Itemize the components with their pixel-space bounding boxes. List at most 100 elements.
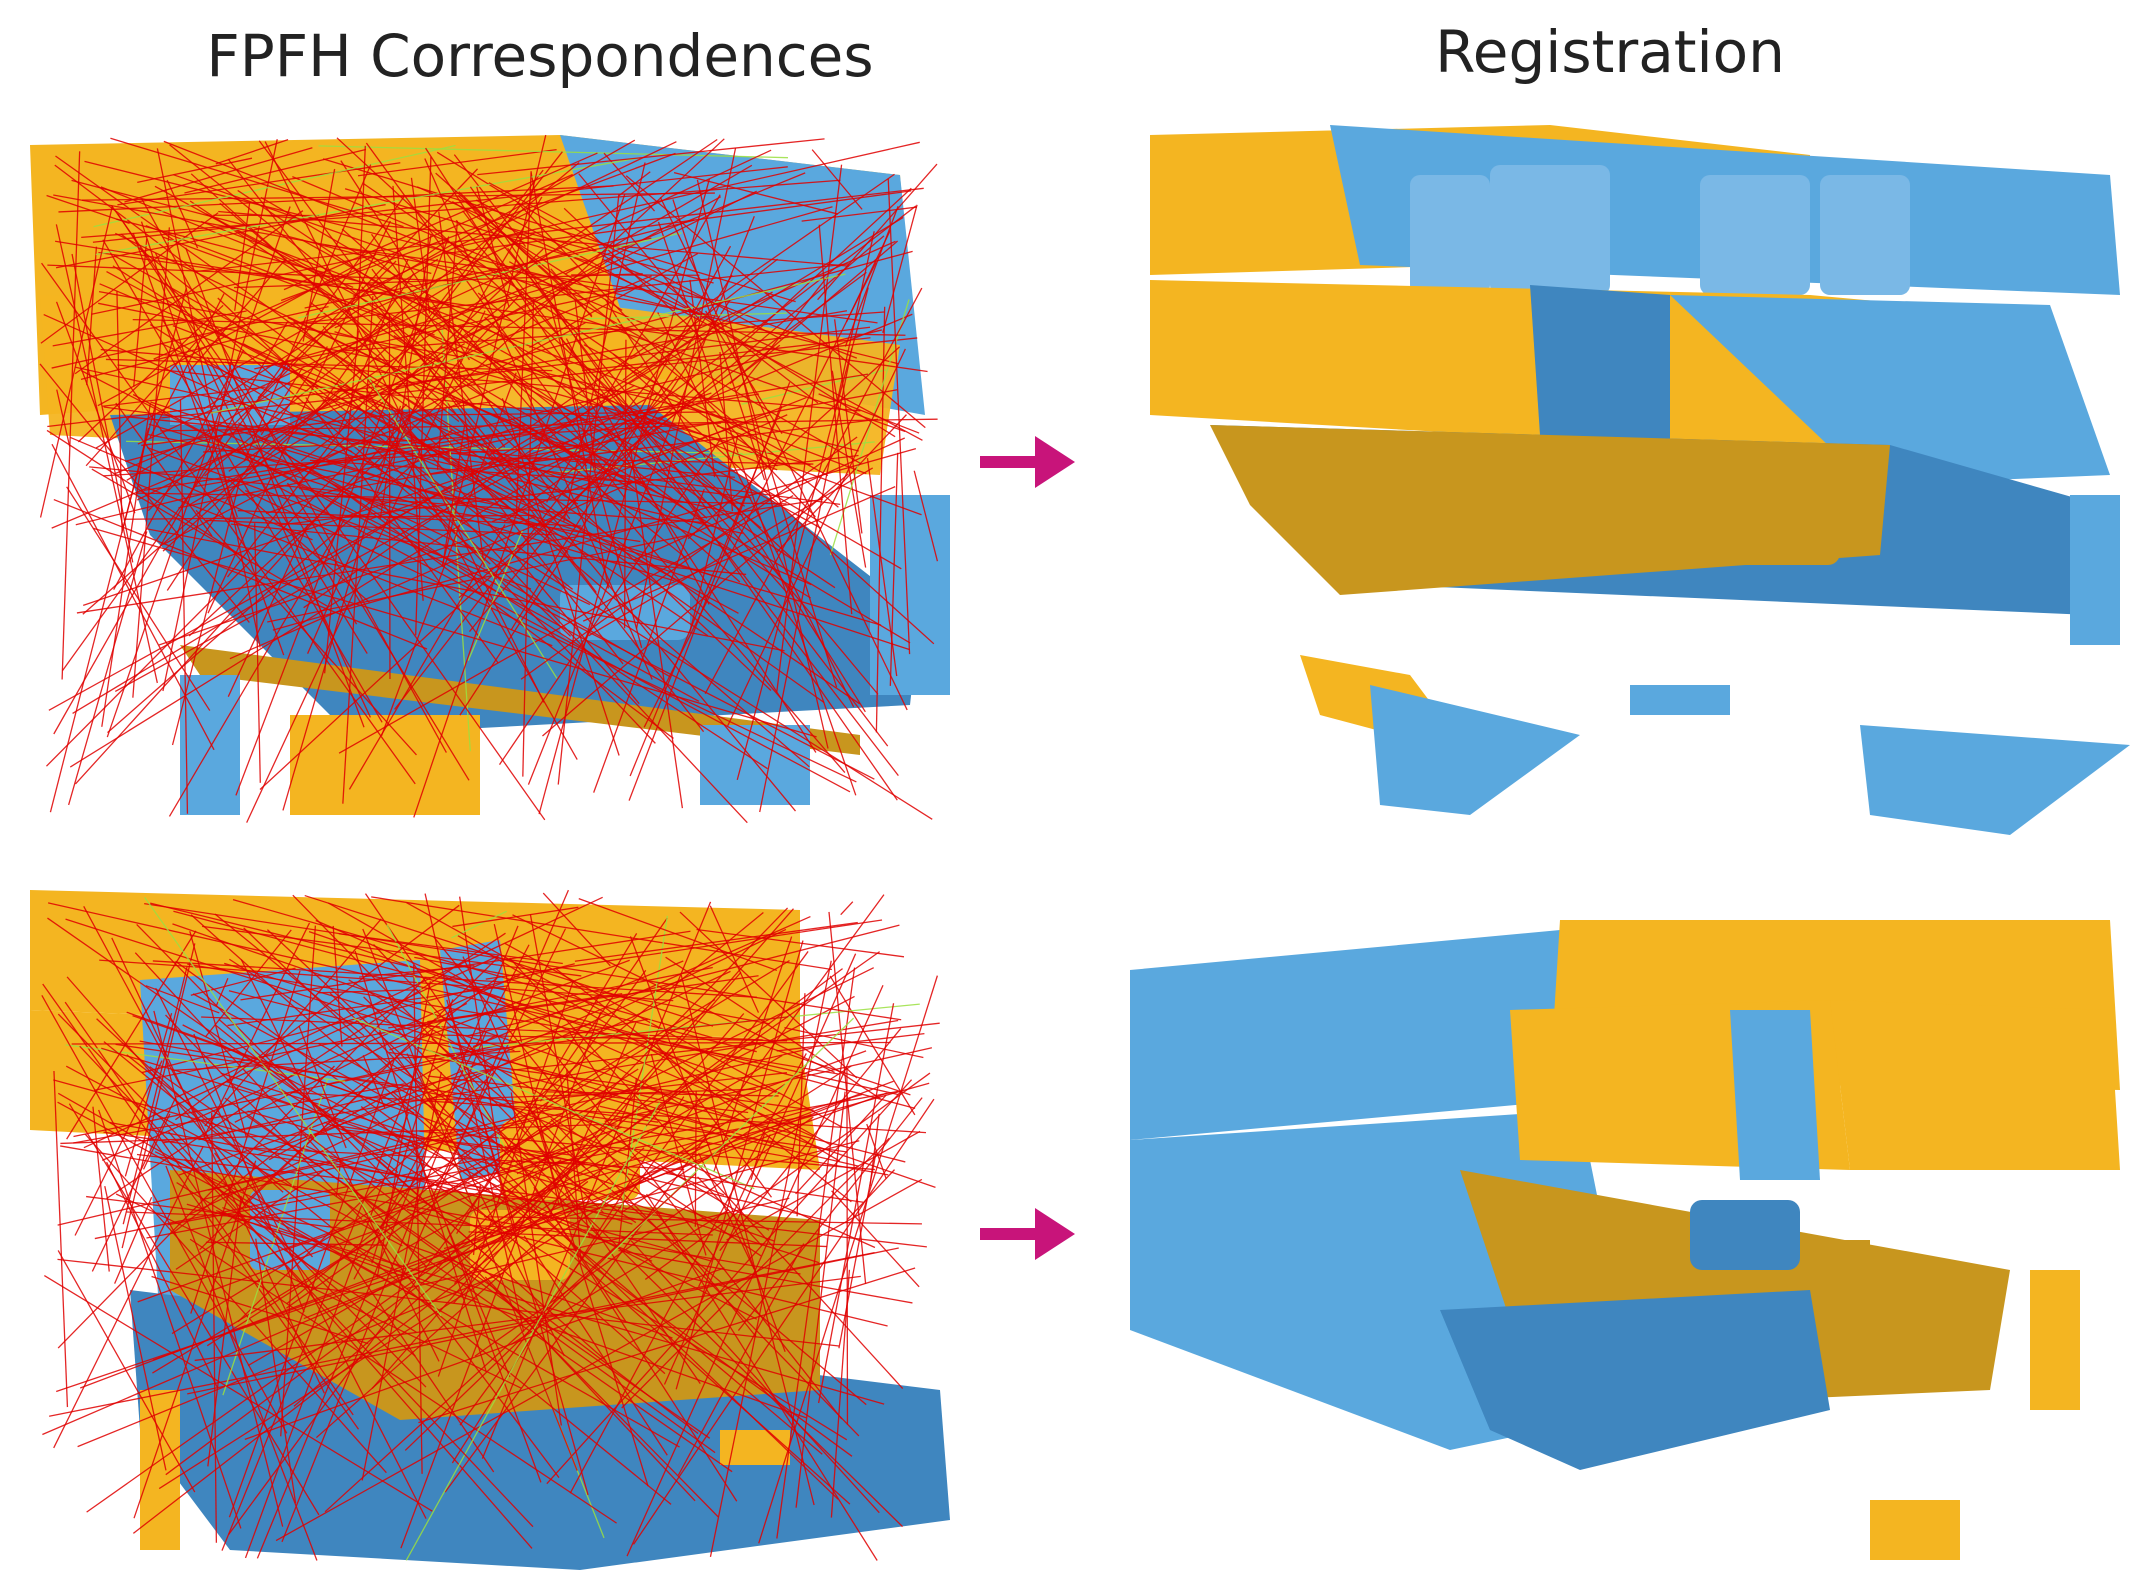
outlier-correspondence-line xyxy=(341,228,741,583)
outlier-correspondence-line xyxy=(89,466,341,492)
outlier-correspondence-line xyxy=(341,1128,573,1156)
outlier-correspondence-line xyxy=(451,1096,685,1464)
outlier-correspondence-line xyxy=(834,231,875,411)
outlier-correspondence-line xyxy=(93,527,817,738)
outlier-correspondence-line xyxy=(172,976,499,1234)
outlier-correspondence-line xyxy=(633,437,906,561)
outlier-correspondence-line xyxy=(209,1050,867,1292)
outlier-correspondence-line xyxy=(322,494,707,524)
outlier-correspondence-line xyxy=(565,338,710,605)
outlier-correspondence-line xyxy=(866,1123,887,1179)
outlier-correspondence-line xyxy=(151,1275,369,1345)
outlier-correspondence-line xyxy=(477,138,825,176)
outlier-correspondence-line xyxy=(53,194,718,317)
outlier-correspondence-line xyxy=(229,958,637,1224)
outlier-correspondence-line xyxy=(41,995,288,1434)
outlier-correspondence-line xyxy=(237,509,582,527)
outlier-correspondence-line xyxy=(629,405,783,777)
outlier-correspondence-line xyxy=(522,301,535,777)
outlier-correspondence-line xyxy=(510,274,733,631)
outlier-correspondence-line xyxy=(689,434,739,632)
outlier-correspondence-line xyxy=(564,164,753,275)
outlier-correspondence-line xyxy=(125,250,913,463)
outlier-correspondence-line xyxy=(168,1131,533,1549)
outlier-correspondence-line xyxy=(645,1013,745,1127)
target-wall xyxy=(1130,930,1570,1140)
outlier-correspondence-line xyxy=(51,275,652,529)
outlier-correspondence-line xyxy=(469,186,898,801)
outlier-correspondence-line xyxy=(205,929,292,1038)
outlier-correspondence-line xyxy=(332,925,343,1047)
outlier-correspondence-line xyxy=(208,1117,534,1191)
outlier-correspondence-line xyxy=(317,1042,544,1170)
outlier-correspondence-line xyxy=(719,1028,902,1252)
outlier-correspondence-line xyxy=(110,204,546,821)
outlier-correspondence-line xyxy=(583,344,829,477)
outlier-correspondence-line xyxy=(462,956,575,1209)
outlier-correspondence-line xyxy=(98,1109,242,1529)
registration-panel-top xyxy=(1110,115,2142,855)
source-object xyxy=(290,715,480,815)
outlier-correspondence-line xyxy=(214,1152,318,1292)
outlier-correspondence-line xyxy=(523,1235,668,1456)
outlier-correspondence-line xyxy=(172,923,936,1188)
outlier-correspondence-line xyxy=(324,1173,697,1513)
outlier-correspondence-line xyxy=(538,178,711,815)
outlier-correspondence-line xyxy=(101,403,151,727)
outlier-correspondence-line xyxy=(268,1033,499,1161)
outlier-correspondence-line xyxy=(235,236,450,796)
outlier-correspondence-line xyxy=(303,334,579,505)
outlier-correspondence-line xyxy=(117,162,401,206)
outlier-correspondence-line xyxy=(578,173,700,320)
outlier-correspondence-line xyxy=(149,324,933,820)
inlier-correspondence-line xyxy=(318,145,788,159)
outlier-correspondence-line xyxy=(77,304,224,443)
outlier-correspondence-line xyxy=(452,906,579,928)
outlier-correspondence-line xyxy=(56,1236,513,1393)
outlier-correspondence-line xyxy=(479,1109,589,1496)
outlier-correspondence-line xyxy=(230,523,747,576)
outlier-correspondence-line xyxy=(137,157,253,183)
outlier-correspondence-line xyxy=(75,366,743,516)
outlier-correspondence-line xyxy=(166,346,328,591)
outlier-correspondence-line xyxy=(646,1193,878,1561)
outlier-correspondence-line xyxy=(96,1018,284,1193)
outlier-correspondence-line xyxy=(665,956,881,1100)
outlier-correspondence-line xyxy=(184,148,367,194)
outlier-correspondence-line xyxy=(172,325,435,427)
outlier-correspondence-line xyxy=(425,147,817,753)
outlier-correspondence-line xyxy=(287,425,743,535)
outlier-correspondence-line xyxy=(913,470,939,562)
outlier-correspondence-line xyxy=(333,976,427,1072)
outlier-correspondence-line xyxy=(437,980,575,1377)
outlier-correspondence-line xyxy=(679,911,858,1079)
outlier-correspondence-line xyxy=(208,424,591,606)
outlier-correspondence-line xyxy=(424,893,525,1332)
outlier-correspondence-line xyxy=(344,188,587,262)
outlier-correspondence-line xyxy=(115,232,626,481)
source-object xyxy=(720,1430,790,1465)
outlier-correspondence-line xyxy=(126,1211,713,1236)
outlier-correspondence-line xyxy=(160,418,938,432)
outlier-correspondence-line xyxy=(141,401,492,447)
outlier-correspondence-line xyxy=(91,1095,178,1272)
outlier-correspondence-line xyxy=(463,197,879,695)
outlier-correspondence-line xyxy=(173,910,916,1109)
outlier-correspondence-line xyxy=(91,255,373,315)
outlier-correspondence-line xyxy=(204,161,580,477)
outlier-correspondence-line xyxy=(394,316,700,710)
outlier-correspondence-line xyxy=(817,1003,895,1404)
outlier-correspondence-line xyxy=(845,229,891,323)
outlier-correspondence-line xyxy=(418,1267,916,1424)
correspondence-lines xyxy=(39,134,939,824)
outlier-correspondence-line xyxy=(211,1112,218,1543)
outlier-correspondence-line xyxy=(234,1002,468,1123)
source-object xyxy=(1720,505,1840,565)
outlier-correspondence-line xyxy=(302,168,336,342)
outlier-correspondence-line xyxy=(677,1243,805,1476)
outlier-correspondence-line xyxy=(360,1105,666,1375)
registration-panel-bottom xyxy=(1110,890,2142,1580)
outlier-correspondence-line xyxy=(419,411,716,416)
outlier-correspondence-line xyxy=(228,138,718,472)
outlier-correspondence-line xyxy=(491,396,807,523)
